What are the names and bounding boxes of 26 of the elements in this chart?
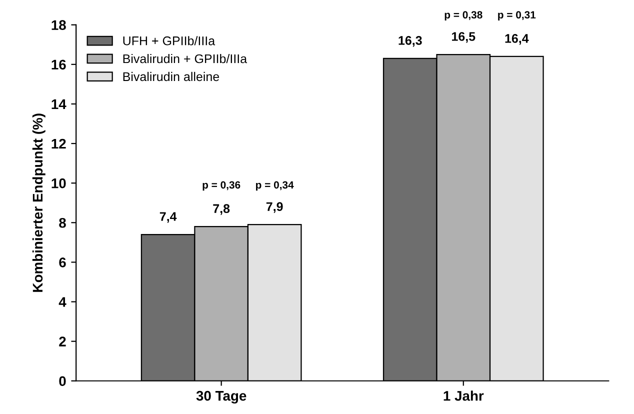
y-tick-label: 18 [52,20,66,30]
legend-label: Bivalirudin alleine [123,72,220,82]
text: p = 0,31 [498,11,536,21]
annotation: p = 0,34 [256,181,294,191]
data-label: 7,4 [160,212,177,223]
x-tick-label: 1 Jahr [444,390,484,401]
data-label: 16,5 [452,32,476,43]
annotation: p = 0,36 [202,181,240,191]
legend-label: Bivalirudin + GPIIb/IIIa [123,54,248,64]
y-tick-label: 2 [59,336,66,346]
y-tick-label: 0 [59,376,66,386]
text: p = 0,38 [444,11,482,21]
y-tick-label: 16 [52,60,66,70]
y-tick-label: 8 [59,218,66,228]
y-tick-label: 10 [52,178,66,188]
data-label: 7,8 [213,204,230,215]
x-tick-label: 30 Tage [196,390,246,404]
y-axis-title: Kombinierter Endpunkt (%) [32,114,46,292]
legend-label: UFH + GPIIb/IIIa [123,36,216,46]
data-label: 7,9 [266,202,283,213]
data-label: 16,3 [398,36,422,47]
data-label: 16,4 [505,34,529,45]
y-tick-label: 12 [52,138,66,149]
y-tick-label: 6 [59,258,66,268]
y-tick-label: 14 [52,99,66,109]
y-tick-label: 4 [58,297,66,307]
